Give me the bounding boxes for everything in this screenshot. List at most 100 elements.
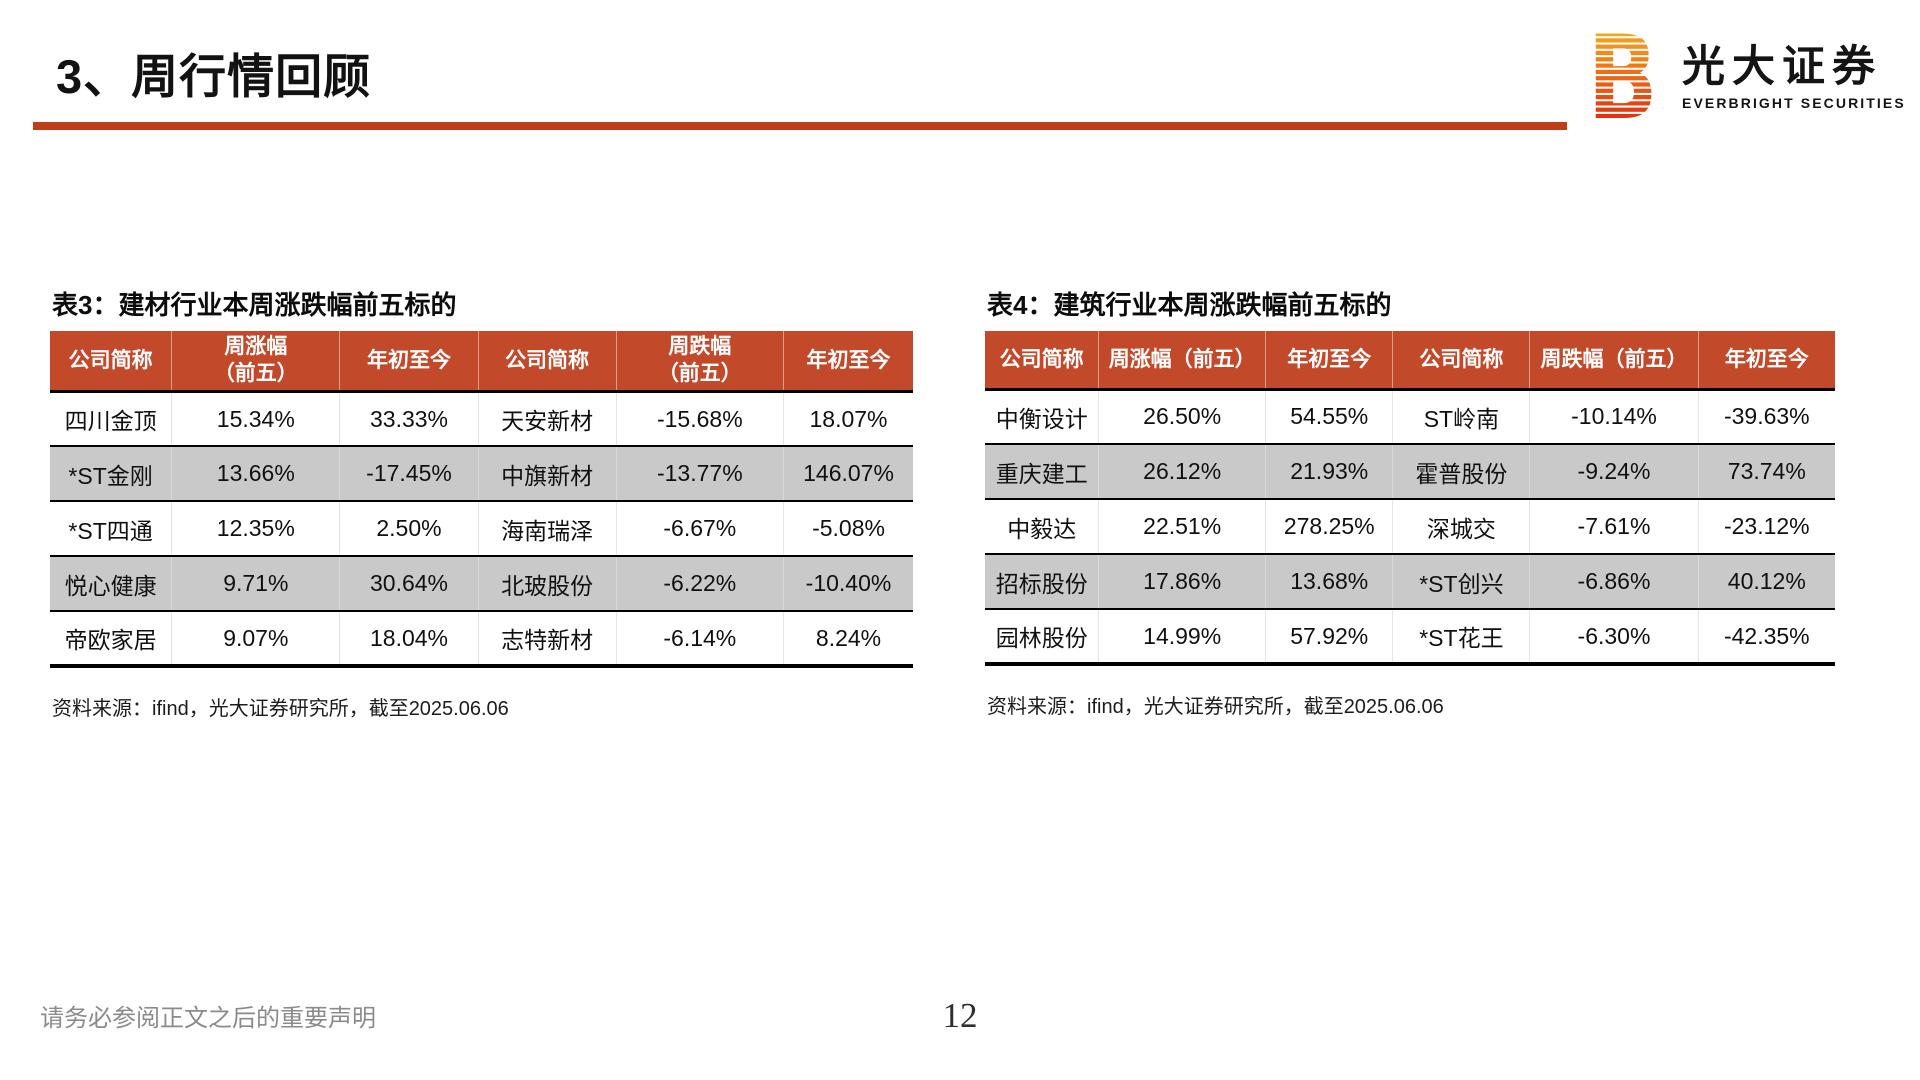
table3: 公司简称 周涨幅 （前五） 年初至今 公司简称 周跌幅 （前五） 年初至今 四川… <box>50 331 913 669</box>
column-header: 周跌幅 （前五） <box>616 331 785 393</box>
table-cell: -10.14% <box>1529 389 1699 446</box>
table-cell: 22.51% <box>1098 499 1266 556</box>
page-title: 3、周行情回顾 <box>56 50 372 103</box>
table-cell: 园林股份 <box>985 609 1100 667</box>
table-row: 招标股份 17.86% 13.68% *ST创兴 -6.86% 40.12% <box>985 554 1835 611</box>
table-cell: 13.68% <box>1265 554 1394 611</box>
table-cell: -7.61% <box>1529 499 1699 556</box>
table4-section: 表4：建筑行业本周涨跌幅前五标的 公司简称 周涨幅（前五） 年初至今 公司简称 … <box>985 290 1835 719</box>
logo-name-en: EVERBRIGHT SECURITIES <box>1682 95 1906 112</box>
column-header: 年初至今 <box>339 331 479 393</box>
column-header: 年初至今 <box>1265 331 1394 391</box>
table-cell: -17.45% <box>339 446 479 503</box>
table-cell: 146.07% <box>783 446 913 503</box>
column-header: 年初至今 <box>783 331 913 393</box>
logo-name-cn: 光大证券 <box>1682 43 1882 91</box>
table-cell: 四川金顶 <box>50 391 173 448</box>
table-cell: 8.24% <box>783 611 913 669</box>
table-cell: 18.04% <box>339 611 479 669</box>
table3-source-note: 资料来源：ifind，光大证券研究所，截至2025.06.06 <box>52 698 509 721</box>
table-cell: 海南瑞泽 <box>478 501 617 558</box>
table-cell: 18.07% <box>783 391 913 448</box>
table-cell: 12.35% <box>171 501 341 558</box>
table-cell: 14.99% <box>1098 609 1266 667</box>
table-cell: 帝欧家居 <box>50 611 173 669</box>
table-row: 帝欧家居 9.07% 18.04% 志特新材 -6.14% 8.24% <box>50 611 913 669</box>
title-underline-rule <box>33 122 1567 130</box>
table-cell: 26.50% <box>1098 389 1266 446</box>
table-row: 园林股份 14.99% 57.92% *ST花王 -6.30% -42.35% <box>985 609 1835 667</box>
table-cell: 33.33% <box>339 391 479 448</box>
table-cell: 26.12% <box>1098 444 1266 501</box>
table-cell: 15.34% <box>171 391 341 448</box>
table-cell: -10.40% <box>783 556 913 613</box>
table-cell: 中衡设计 <box>985 389 1100 446</box>
table-cell: 278.25% <box>1265 499 1394 556</box>
table-cell: -6.67% <box>616 501 785 558</box>
table-row: 四川金顶 15.34% 33.33% 天安新材 -15.68% 18.07% <box>50 391 913 448</box>
table-row: 中毅达 22.51% 278.25% 深城交 -7.61% -23.12% <box>985 499 1835 556</box>
everbright-b-icon: B <box>1592 32 1656 119</box>
table-cell: 73.74% <box>1698 444 1835 501</box>
table-cell: 2.50% <box>339 501 479 558</box>
table-cell: -23.12% <box>1698 499 1835 556</box>
table-cell: 悦心健康 <box>50 556 173 613</box>
table-cell: *ST创兴 <box>1392 554 1531 611</box>
table-cell: ST岭南 <box>1392 389 1531 446</box>
table-cell: 天安新材 <box>478 391 617 448</box>
page-number: 12 <box>942 996 978 1035</box>
table3-section: 表3：建材行业本周涨跌幅前五标的 公司简称 周涨幅 （前五） 年初至今 公司简称… <box>50 290 913 721</box>
table-cell: 中旗新材 <box>478 446 617 503</box>
column-header: 周涨幅 （前五） <box>171 331 341 393</box>
table4: 公司简称 周涨幅（前五） 年初至今 公司简称 周跌幅（前五） 年初至今 中衡设计… <box>985 331 1835 667</box>
table-cell: -6.86% <box>1529 554 1699 611</box>
table-row: 悦心健康 9.71% 30.64% 北玻股份 -6.22% -10.40% <box>50 556 913 613</box>
table-cell: -5.08% <box>783 501 913 558</box>
disclaimer-note: 请务必参阅正文之后的重要声明 <box>40 1005 376 1032</box>
table-cell: -9.24% <box>1529 444 1699 501</box>
table4-title: 表4：建筑行业本周涨跌幅前五标的 <box>987 290 1392 320</box>
column-header: 周涨幅（前五） <box>1098 331 1266 391</box>
table-cell: 北玻股份 <box>478 556 617 613</box>
table-cell: 57.92% <box>1265 609 1394 667</box>
table-cell: 深城交 <box>1392 499 1531 556</box>
table-row: *ST四通 12.35% 2.50% 海南瑞泽 -6.67% -5.08% <box>50 501 913 558</box>
table-cell: 30.64% <box>339 556 479 613</box>
table-cell: 招标股份 <box>985 554 1100 611</box>
everbright-logo: B 光大证券 EVERBRIGHT SECU <box>1592 32 1906 120</box>
table-cell: 重庆建工 <box>985 444 1100 501</box>
table-cell: 13.66% <box>171 446 341 503</box>
table-cell: -39.63% <box>1698 389 1835 446</box>
table-cell: *ST四通 <box>50 501 173 558</box>
table3-title: 表3：建材行业本周涨跌幅前五标的 <box>52 290 457 320</box>
table-cell: 中毅达 <box>985 499 1100 556</box>
column-header: 公司简称 <box>985 331 1100 391</box>
table-cell: 志特新材 <box>478 611 617 669</box>
logo-text: 光大证券 EVERBRIGHT SECURITIES <box>1682 43 1906 112</box>
table-cell: 21.93% <box>1265 444 1394 501</box>
column-header: 年初至今 <box>1698 331 1835 391</box>
table3-header-row: 公司简称 周涨幅 （前五） 年初至今 公司简称 周跌幅 （前五） 年初至今 <box>50 331 913 393</box>
table-cell: -13.77% <box>616 446 785 503</box>
table-cell: -6.14% <box>616 611 785 669</box>
table4-header-row: 公司简称 周涨幅（前五） 年初至今 公司简称 周跌幅（前五） 年初至今 <box>985 331 1835 391</box>
table-row: 中衡设计 26.50% 54.55% ST岭南 -10.14% -39.63% <box>985 389 1835 446</box>
table-cell: 54.55% <box>1265 389 1394 446</box>
table-cell: -6.30% <box>1529 609 1699 667</box>
table-cell: -6.22% <box>616 556 785 613</box>
table-cell: -15.68% <box>616 391 785 448</box>
table-cell: 霍普股份 <box>1392 444 1531 501</box>
table-cell: *ST金刚 <box>50 446 173 503</box>
table-row: *ST金刚 13.66% -17.45% 中旗新材 -13.77% 146.07% <box>50 446 913 503</box>
table-cell: 17.86% <box>1098 554 1266 611</box>
column-header: 周跌幅（前五） <box>1529 331 1699 391</box>
column-header: 公司简称 <box>50 331 173 393</box>
table-cell: 40.12% <box>1698 554 1835 611</box>
table-row: 重庆建工 26.12% 21.93% 霍普股份 -9.24% 73.74% <box>985 444 1835 501</box>
table-cell: *ST花王 <box>1392 609 1531 667</box>
column-header: 公司简称 <box>478 331 617 393</box>
table-cell: 9.07% <box>171 611 341 669</box>
table4-source-note: 资料来源：ifind，光大证券研究所，截至2025.06.06 <box>987 696 1444 719</box>
column-header: 公司简称 <box>1392 331 1531 391</box>
